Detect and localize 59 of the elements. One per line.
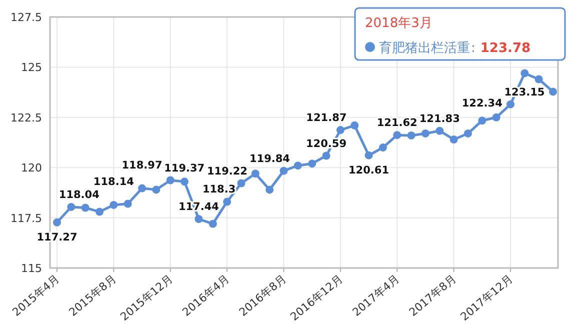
point bbox=[223, 198, 232, 206]
annotation: 123.78 bbox=[480, 41, 531, 56]
y-tick-label: 127.5 bbox=[10, 11, 42, 24]
point bbox=[180, 178, 189, 186]
point bbox=[407, 131, 416, 140]
y-tick-label: 122.5 bbox=[10, 111, 42, 124]
data-label: 118.3 bbox=[202, 184, 236, 196]
point bbox=[251, 170, 260, 178]
data-label: 117.27 bbox=[36, 231, 78, 244]
point bbox=[166, 176, 174, 184]
point bbox=[152, 186, 160, 194]
annotation: 2018年3月 bbox=[365, 16, 432, 31]
point bbox=[378, 144, 387, 152]
data-label: 119.22 bbox=[206, 165, 248, 178]
y-tick-label: 125 bbox=[21, 61, 42, 74]
data-label: 122.34 bbox=[462, 98, 502, 110]
point bbox=[436, 126, 444, 135]
y-tick-label: 117.5 bbox=[10, 212, 42, 225]
data-label: 119.84 bbox=[249, 152, 290, 165]
point bbox=[266, 186, 274, 194]
point bbox=[450, 135, 458, 144]
point bbox=[421, 129, 430, 138]
point bbox=[393, 131, 402, 140]
point bbox=[138, 184, 146, 192]
point bbox=[208, 220, 217, 228]
data-label: 119.37 bbox=[164, 162, 205, 174]
point bbox=[336, 126, 344, 134]
point bbox=[364, 151, 373, 160]
point bbox=[294, 162, 302, 170]
point bbox=[194, 215, 203, 224]
point bbox=[520, 69, 529, 78]
point bbox=[280, 166, 288, 175]
data-label: 118.97 bbox=[122, 159, 162, 172]
y-tick-label: 115 bbox=[21, 262, 42, 275]
point bbox=[308, 160, 316, 168]
data-label: 121.83 bbox=[419, 112, 460, 125]
data-label: 121.62 bbox=[376, 117, 418, 130]
point bbox=[124, 200, 132, 208]
annotation: : bbox=[471, 41, 476, 56]
point bbox=[322, 152, 330, 160]
point bbox=[110, 200, 118, 209]
data-label: 121.87 bbox=[306, 112, 347, 124]
point bbox=[506, 100, 514, 108]
point bbox=[534, 75, 543, 84]
data-label: 120.61 bbox=[348, 164, 390, 176]
point bbox=[350, 121, 359, 130]
y-tick-label: 120 bbox=[21, 162, 42, 175]
point bbox=[464, 129, 472, 138]
point bbox=[96, 208, 104, 216]
data-label: 118.04 bbox=[58, 188, 100, 201]
point bbox=[237, 179, 246, 188]
point bbox=[549, 88, 557, 96]
point bbox=[492, 113, 500, 122]
legend-label: 育肥猪出栏活重 bbox=[379, 40, 470, 56]
point bbox=[478, 116, 486, 125]
point bbox=[81, 204, 90, 212]
point bbox=[53, 218, 61, 226]
data-label: 118.14 bbox=[93, 176, 134, 188]
point bbox=[67, 202, 76, 211]
